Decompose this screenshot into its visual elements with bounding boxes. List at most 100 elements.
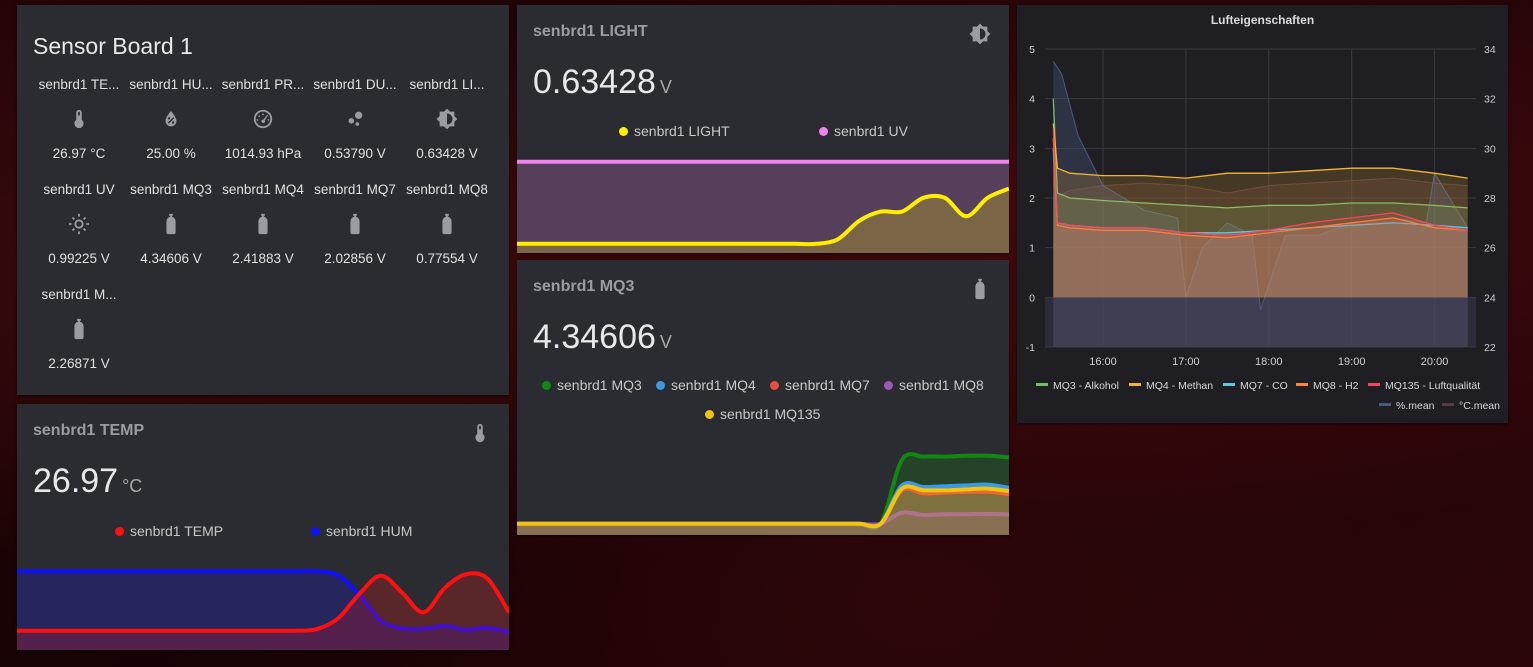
brightness-icon	[969, 23, 991, 45]
dust-icon	[344, 108, 366, 130]
entity-icon-wrap	[125, 197, 217, 251]
entity-value: 4.34606 V	[140, 251, 202, 266]
entity-5[interactable]: senbrd1 UV 0.99225 V	[33, 182, 125, 266]
series-line-6	[1053, 177, 1468, 199]
entity-name: senbrd1 MQ8	[406, 182, 488, 197]
legend-item[interactable]: senbrd1 UV	[819, 123, 908, 139]
legend-label: senbrd1 MQ3	[557, 377, 642, 393]
entity-icon-wrap	[125, 92, 217, 146]
light-sensor-card[interactable]: senbrd1 LIGHT 0.63428 V senbrd1 LIGHT sen…	[517, 5, 1009, 253]
legend-dot	[311, 527, 320, 536]
water-percent-icon	[160, 108, 182, 130]
series-line-1	[1052, 123, 1468, 179]
y-tick-label-right: 28	[1484, 193, 1496, 205]
legend-label: %.mean	[1396, 400, 1435, 412]
grafana-panel[interactable]: Lufteigenschaften 16:00 17:00 18:00 19:00 20…	[1017, 5, 1508, 423]
y-tick-label-left: 2	[1029, 193, 1035, 205]
legend-item[interactable]: senbrd1 MQ8	[884, 377, 984, 393]
entity-value: 2.26871 V	[48, 356, 110, 371]
legend-item[interactable]: senbrd1 LIGHT	[619, 123, 730, 139]
series-area-1	[517, 188, 1009, 253]
legend-swatch	[1379, 403, 1391, 406]
y-tick-label-left: 4	[1029, 94, 1035, 106]
x-tick-label: 20:00	[1421, 356, 1449, 368]
entity-name: senbrd1 TE...	[38, 77, 120, 92]
mq3-sensor-card[interactable]: senbrd1 MQ3 4.34606 V senbrd1 MQ3 senbrd1…	[517, 260, 1009, 535]
legend-swatch	[1368, 383, 1380, 386]
legend-item[interactable]: MQ8 - H2	[1296, 380, 1359, 392]
legend-item[interactable]: %.mean	[1379, 400, 1435, 412]
entity-name: senbrd1 MQ7	[314, 182, 396, 197]
legend-swatch	[1036, 383, 1048, 386]
legend-item[interactable]: senbrd1 TEMP	[115, 523, 223, 539]
y-tick-label-left: 3	[1029, 143, 1035, 155]
entity-7[interactable]: senbrd1 MQ4 2.41883 V	[217, 182, 309, 266]
light-history-chart[interactable]	[517, 157, 1009, 253]
board-title: Sensor Board 1	[33, 33, 193, 59]
y-tick-label-right: 22	[1484, 342, 1496, 354]
x-tick-label: 17:00	[1172, 356, 1200, 368]
entity-icon-wrap	[33, 92, 125, 146]
entity-8[interactable]: senbrd1 MQ7 2.02856 V	[309, 182, 401, 266]
entity-name: senbrd1 UV	[43, 182, 115, 197]
legend-dot	[705, 410, 714, 419]
entity-1[interactable]: senbrd1 HU... 25.00 %	[125, 77, 217, 161]
legend-label: senbrd1 TEMP	[130, 523, 224, 539]
series-line-0	[17, 569, 509, 634]
entity-9[interactable]: senbrd1 MQ8 0.77554 V	[401, 182, 493, 266]
legend-item[interactable]: senbrd1 MQ135	[705, 406, 820, 422]
current-value: 4.34606 V	[533, 318, 672, 357]
legend-label: senbrd1 UV	[834, 123, 908, 139]
series-area-6	[1053, 178, 1468, 347]
legend-swatch	[1442, 403, 1454, 406]
entity-icon-wrap	[217, 92, 309, 146]
y-tick-label-left: -1	[1026, 342, 1035, 354]
legend-swatch	[1223, 383, 1235, 386]
series-area-1	[1053, 123, 1468, 298]
legend-item[interactable]: MQ135 - Luftqualität	[1368, 380, 1480, 392]
legend-item[interactable]: senbrd1 MQ7	[770, 377, 870, 393]
entity-6[interactable]: senbrd1 MQ3 4.34606 V	[125, 182, 217, 266]
series-line-4	[517, 484, 1009, 529]
sensor-board-card: Sensor Board 1 senbrd1 TE... 26.97 °C senb…	[17, 5, 509, 395]
y-tick-label-right: 32	[1484, 94, 1496, 106]
series-line-4	[1052, 128, 1468, 236]
entity-icon-wrap	[401, 92, 493, 146]
legend-item[interactable]: senbrd1 MQ3	[542, 377, 642, 393]
legend-item[interactable]: MQ7 - CO	[1223, 380, 1288, 392]
gas-cylinder-icon	[344, 213, 366, 235]
gas-cylinder-icon	[160, 213, 182, 235]
gas-cylinder-icon	[68, 318, 90, 340]
legend-label: senbrd1 MQ4	[671, 377, 756, 393]
y-tick-label-left: 0	[1029, 292, 1035, 304]
legend-label: MQ135 - Luftqualität	[1385, 380, 1481, 392]
entity-4[interactable]: senbrd1 LI... 0.63428 V	[401, 77, 493, 161]
series-line-3	[1052, 138, 1468, 239]
entity-value: 0.53790 V	[324, 146, 386, 161]
series-line-1	[17, 571, 509, 633]
legend-item[interactable]: senbrd1 MQ4	[656, 377, 756, 393]
series-area-5	[1053, 61, 1468, 348]
grafana-chart[interactable]: 16:00 17:00 18:00 19:00 20:00543210-13432302…	[1017, 27, 1508, 372]
legend-item[interactable]: senbrd1 HUM	[311, 523, 412, 539]
entity-0[interactable]: senbrd1 TE... 26.97 °C	[33, 77, 125, 161]
entity-value: 0.99225 V	[48, 251, 110, 266]
mq-history-chart[interactable]	[517, 435, 1009, 535]
legend-item[interactable]: MQ4 - Methan	[1129, 380, 1213, 392]
entity-3[interactable]: senbrd1 DU... 0.53790 V	[309, 77, 401, 161]
legend-item[interactable]: MQ3 - Alkohol	[1036, 380, 1119, 392]
entity-icon-wrap	[217, 197, 309, 251]
thermometer-icon	[68, 108, 90, 130]
entity-value: 25.00 %	[146, 146, 196, 161]
legend-swatch	[1296, 383, 1308, 386]
current-value: 0.63428 V	[533, 63, 672, 102]
temp-history-chart[interactable]	[17, 554, 509, 650]
sun-icon	[68, 213, 90, 235]
entity-2[interactable]: senbrd1 PR... 1014.93 hPa	[217, 77, 309, 161]
temp-sensor-card[interactable]: senbrd1 TEMP 26.97 °C senbrd1 TEMP senbrd…	[17, 404, 509, 650]
legend-label: senbrd1 HUM	[326, 523, 413, 539]
brightness-icon	[436, 108, 458, 130]
entity-10[interactable]: senbrd1 M... 2.26871 V	[33, 287, 125, 371]
entity-name: senbrd1 MQ3	[130, 182, 212, 197]
legend-item[interactable]: °C.mean	[1442, 400, 1500, 412]
